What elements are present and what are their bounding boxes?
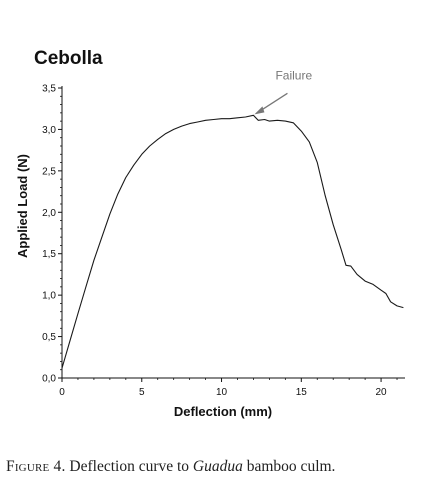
x-tick-label: 0 [59,387,65,398]
series-group [61,114,404,369]
axes [61,86,405,379]
annotation-arrowhead [254,106,265,115]
chart-title: Cebolla [34,48,103,69]
y-tick-label: 3,5 [42,84,56,95]
y-axis-ticks: 0,0 0,5 1,0 1,5 2,0 2,5 3,0 3,5 [42,84,62,385]
caption-label: Figure 4. [6,458,66,475]
y-tick-label: 0,0 [42,374,56,385]
x-tick-label: 15 [296,387,308,398]
y-axis-label: Applied Load (N) [15,154,30,258]
y-tick-label: 2,0 [42,208,56,219]
x-tick-label: 10 [216,387,228,398]
y-tick-label: 1,5 [42,249,56,260]
series-line [61,114,404,369]
x-axis-ticks: 0 5 10 15 20 [59,378,398,398]
deflection-chart: Cebolla 0 5 10 15 20 0,0 0,5 1,0 1,5 2,0 2,5 3,0 3,… [15,48,405,419]
caption-genus: Guadua [192,458,243,475]
y-tick-label: 2,5 [42,166,56,177]
y-tick-label: 0,5 [42,332,56,343]
y-tick-label: 3,0 [42,125,56,136]
annotations: Failure [254,68,312,115]
y-tick-label: 1,0 [42,291,56,302]
caption-text-after: bamboo culm. [242,458,336,475]
x-axis-label: Deflection (mm) [174,404,272,419]
caption-text-before: Deflection curve to [65,458,193,475]
annotation-label: Failure [275,68,312,82]
x-tick-label: 20 [376,387,388,398]
figure-caption: Figure 4. Deflection curve to Guadua bam… [6,458,335,476]
x-tick-label: 5 [139,387,145,398]
